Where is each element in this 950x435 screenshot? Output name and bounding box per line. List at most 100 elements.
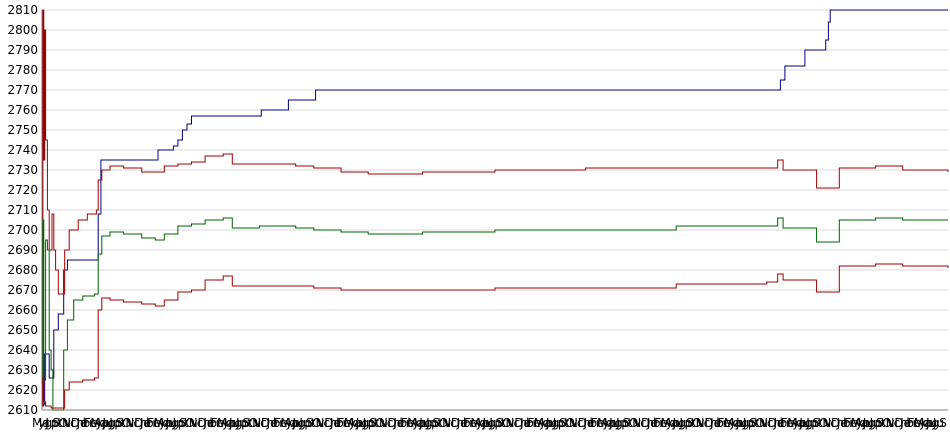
- x-tick-label: nFe: [456, 416, 477, 430]
- axes: [41, 10, 948, 411]
- x-tick-label: vDe: [190, 416, 214, 430]
- x-tick-label: pO: [241, 416, 258, 430]
- x-tick-label: tN: [247, 416, 261, 430]
- x-tick-label: nJu: [735, 416, 754, 430]
- x-tick-label: gS: [298, 416, 313, 430]
- x-tick-label: rAp: [723, 416, 744, 430]
- y-tick-label: 2760: [7, 103, 38, 117]
- x-tick-label: yJu: [38, 416, 56, 430]
- x-tick-label: tN: [818, 416, 832, 430]
- x-tick-label: yJu: [919, 416, 937, 430]
- x-tick-label: nFe: [647, 416, 668, 430]
- y-tick-label: 2780: [7, 63, 38, 77]
- x-tick-label: yJu: [602, 416, 620, 430]
- y-tick-label: 2740: [7, 143, 38, 157]
- x-tick-label: nJu: [292, 416, 311, 430]
- x-tick-label: vDe: [254, 416, 278, 430]
- x-tick-label: nJu: [545, 416, 564, 430]
- x-tick-label: nJu: [925, 416, 944, 430]
- y-tick-label: 2700: [7, 223, 38, 237]
- x-tick-label: tN: [184, 416, 198, 430]
- x-tick-label: vDe: [444, 416, 468, 430]
- x-tick-label: cJa: [260, 416, 278, 430]
- x-tick-label: vDe: [380, 416, 404, 430]
- x-tick-label: nJu: [165, 416, 184, 430]
- x-tick-label: rAp: [342, 416, 363, 430]
- x-tick-label: bMa: [273, 416, 298, 430]
- x-tick-label: yJu: [159, 416, 177, 430]
- series-line-3: [42, 263, 949, 409]
- x-tick-label: tN: [628, 416, 642, 430]
- x-tick-label: vDe: [887, 416, 911, 430]
- x-tick-label: nFe: [330, 416, 351, 430]
- gridlines: [42, 9, 948, 411]
- x-tick-label: bMa: [780, 416, 805, 430]
- x-tick-label: rAp: [849, 416, 870, 430]
- x-tick-labels: MayJugSpOtNvDecJanFebMarApyJunJugSpOtNvD…: [32, 416, 947, 430]
- x-tick-label: bMa: [146, 416, 171, 430]
- x-tick-label: rAp: [786, 416, 807, 430]
- x-tick-label: cJa: [387, 416, 405, 430]
- x-tick-label: bMa: [209, 416, 234, 430]
- x-tick-label: cJa: [450, 416, 468, 430]
- x-tick-label: rAp: [533, 416, 554, 430]
- x-tick-label: pO: [431, 416, 448, 430]
- x-tick-label: nJu: [799, 416, 818, 430]
- series-line-0: [42, 9, 948, 407]
- x-tick-label: gS: [742, 416, 757, 430]
- y-tick-label: 2720: [7, 183, 38, 197]
- y-tick-label: 2650: [7, 323, 38, 337]
- x-tick-label: nFe: [393, 416, 414, 430]
- x-tick-label: nJu: [862, 416, 881, 430]
- x-tick-label: nFe: [583, 416, 604, 430]
- x-tick-label: nFe: [773, 416, 794, 430]
- x-tick-label: bMa: [906, 416, 931, 430]
- x-tick-label: gS: [552, 416, 567, 430]
- y-tick-label: 2640: [7, 343, 38, 357]
- x-tick-label: nFe: [520, 416, 541, 430]
- x-tick-label: tN: [881, 416, 895, 430]
- x-tick-label: yJu: [475, 416, 493, 430]
- y-tick-label: 2670: [7, 283, 38, 297]
- x-tick-label: vDe: [697, 416, 721, 430]
- x-tick-label: cJa: [767, 416, 785, 430]
- x-tick-label: vDe: [64, 416, 88, 430]
- x-tick-label: pO: [178, 416, 195, 430]
- x-tick-label: yJu: [856, 416, 874, 430]
- x-tick-label: tN: [754, 416, 768, 430]
- y-tick-label: 2620: [7, 383, 38, 397]
- x-tick-label: gS: [868, 416, 883, 430]
- x-tick-label: cJa: [894, 416, 912, 430]
- y-tick-label: 2690: [7, 243, 38, 257]
- x-tick-label: cJa: [704, 416, 722, 430]
- x-tick-label: pO: [495, 416, 512, 430]
- x-tick-label: cJa: [70, 416, 88, 430]
- x-tick-label: tN: [374, 416, 388, 430]
- y-tick-label: 2770: [7, 83, 38, 97]
- series-line-1: [42, 9, 949, 407]
- y-tick-labels: 2610 2620 2630 2640 2650 2660 2670 2680 2690 2700…: [7, 3, 38, 417]
- x-tick-label: gS: [932, 416, 947, 430]
- x-tick-label: tN: [311, 416, 325, 430]
- x-tick-label: yJu: [539, 416, 557, 430]
- x-tick-label: tN: [564, 416, 578, 430]
- x-tick-label: bMa: [653, 416, 678, 430]
- x-tick-label: bMa: [843, 416, 868, 430]
- y-tick-label: 2610: [7, 403, 38, 417]
- x-tick-label: yJu: [666, 416, 684, 430]
- x-tick-label: pO: [685, 416, 702, 430]
- x-tick-label: bMa: [463, 416, 488, 430]
- x-tick-label: nJu: [609, 416, 628, 430]
- x-tick-label: gS: [235, 416, 250, 430]
- x-tick-label: rAp: [152, 416, 173, 430]
- y-tick-label: 2680: [7, 263, 38, 277]
- x-tick-label: gS: [425, 416, 440, 430]
- x-tick-label: cJa: [577, 416, 595, 430]
- x-tick-label: tN: [437, 416, 451, 430]
- x-tick-label: rAp: [89, 416, 110, 430]
- x-tick-label: yJu: [729, 416, 747, 430]
- x-tick-label: vDe: [761, 416, 785, 430]
- x-tick-label: vDe: [127, 416, 151, 430]
- x-tick-label: nFe: [203, 416, 224, 430]
